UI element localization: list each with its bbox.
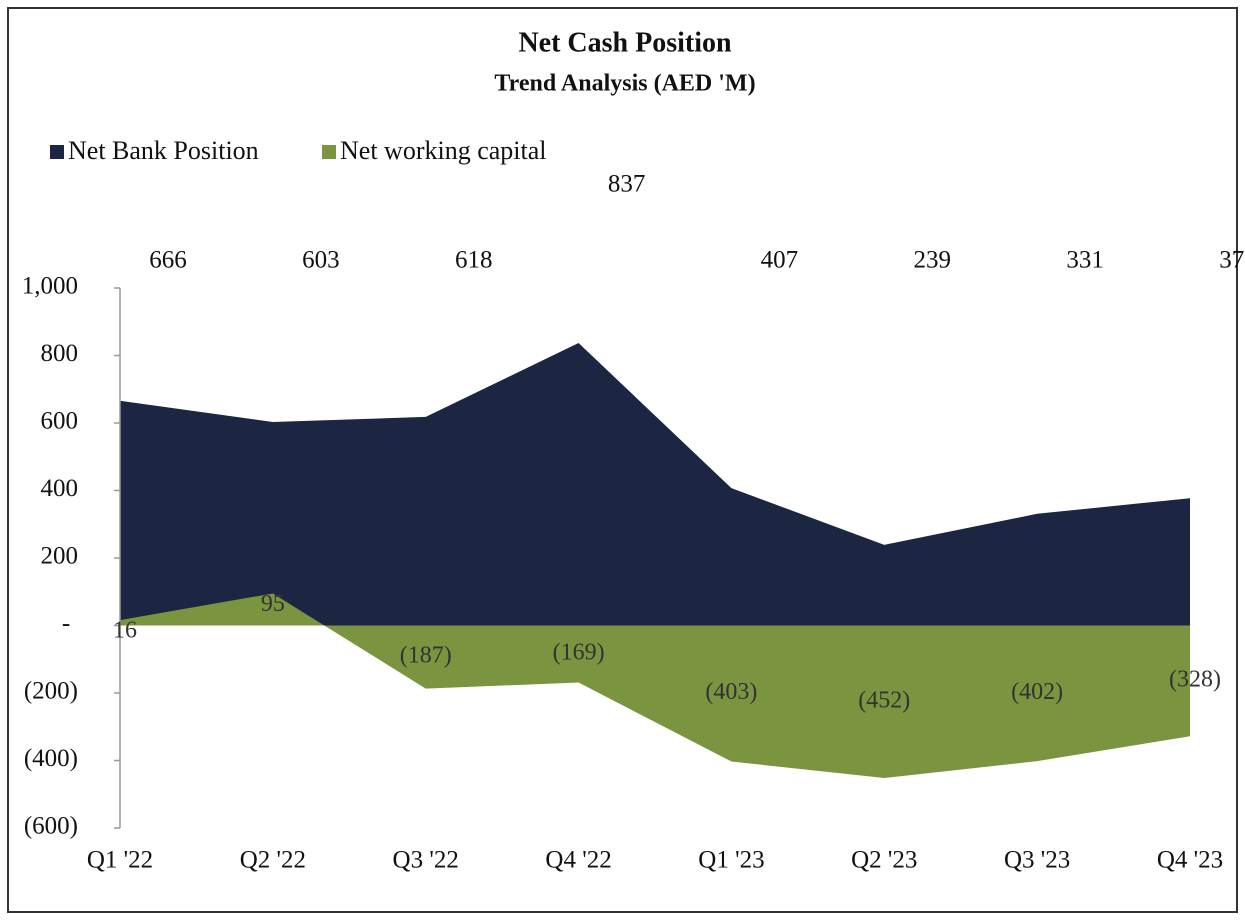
legend-label: Net working capital bbox=[340, 136, 547, 165]
y-tick-label: - bbox=[62, 610, 70, 637]
y-tick-label: 1,000 bbox=[22, 273, 78, 300]
legend-label: Net Bank Position bbox=[68, 136, 259, 165]
y-tick-label: 600 bbox=[41, 408, 79, 435]
data-label: (402) bbox=[1011, 679, 1063, 705]
x-tick-label: Q2 '22 bbox=[240, 847, 306, 874]
data-label: 666 bbox=[149, 247, 187, 274]
data-label: (452) bbox=[858, 687, 910, 713]
data-label: 618 bbox=[455, 247, 493, 274]
data-label: (328) bbox=[1169, 666, 1221, 692]
x-tick-label: Q4 '23 bbox=[1157, 847, 1223, 874]
legend-swatch bbox=[50, 145, 64, 159]
data-label: 603 bbox=[302, 247, 340, 274]
y-tick-label: 800 bbox=[41, 340, 79, 367]
x-tick-label: Q4 '22 bbox=[545, 847, 611, 874]
chart-title: Net Cash Position bbox=[518, 27, 732, 58]
data-label: 837 bbox=[608, 171, 646, 198]
y-tick-label: (200) bbox=[24, 678, 78, 705]
data-label: 377 bbox=[1219, 247, 1245, 274]
area bbox=[120, 593, 1190, 779]
y-tick-label: (600) bbox=[24, 813, 78, 840]
x-tick-label: Q3 '23 bbox=[1004, 847, 1070, 874]
x-tick-label: Q3 '22 bbox=[393, 847, 459, 874]
data-label: (169) bbox=[553, 640, 605, 666]
y-tick-label: 200 bbox=[41, 543, 79, 570]
y-tick-label: (400) bbox=[24, 745, 78, 772]
data-label: 407 bbox=[761, 247, 799, 274]
area bbox=[120, 343, 1190, 626]
legend-swatch bbox=[322, 145, 336, 159]
x-tick-label: Q2 '23 bbox=[851, 847, 917, 874]
x-tick-label: Q1 '22 bbox=[87, 847, 153, 874]
y-tick-label: 400 bbox=[41, 475, 79, 502]
data-label: 331 bbox=[1066, 247, 1104, 274]
data-label: 16 bbox=[113, 618, 137, 644]
data-label: (187) bbox=[400, 643, 452, 669]
data-label: 239 bbox=[914, 247, 952, 274]
chart-subtitle: Trend Analysis (AED 'M) bbox=[494, 71, 755, 97]
data-label: (403) bbox=[705, 679, 757, 705]
x-tick-label: Q1 '23 bbox=[698, 847, 764, 874]
data-label: 95 bbox=[261, 591, 285, 617]
